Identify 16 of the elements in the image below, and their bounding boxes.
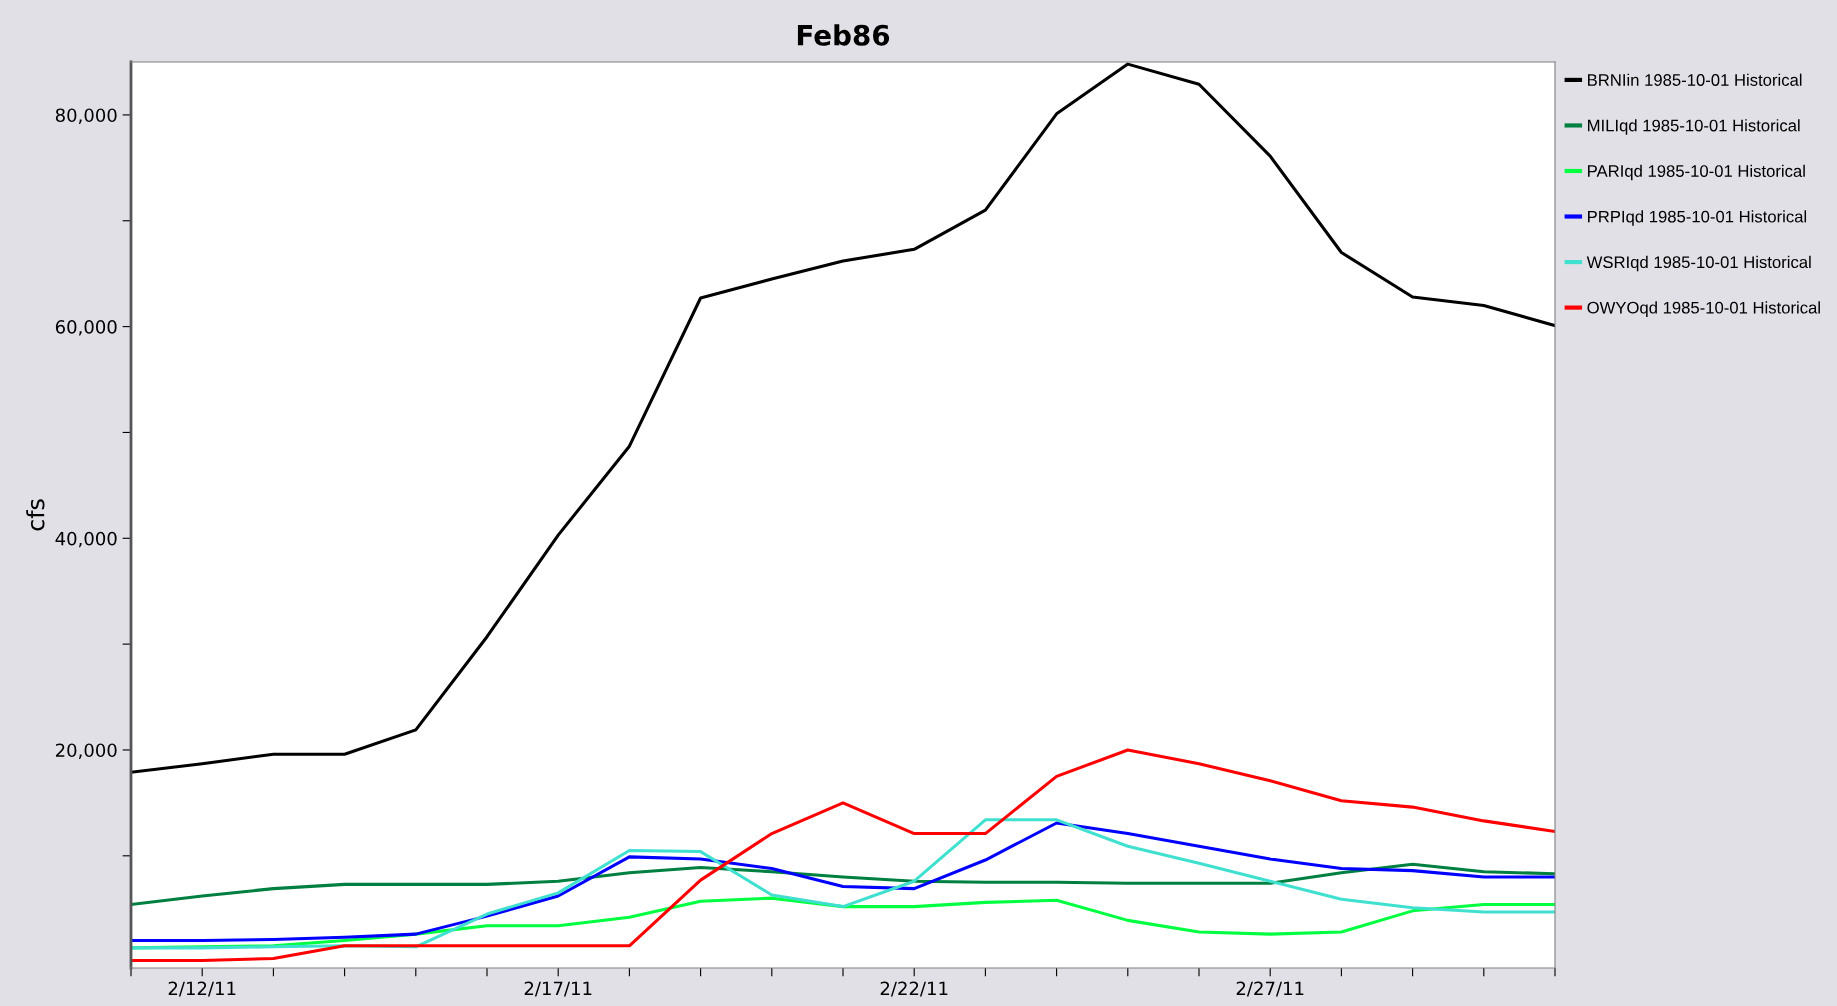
legend-label: MILIqd 1985-10-01 Historical bbox=[1588, 119, 1800, 135]
legend-label: OWYOqd 1985-10-01 Historical bbox=[1587, 301, 1820, 317]
y-tick-label: 60,000 bbox=[55, 320, 117, 336]
y-tick-label: 20,000 bbox=[55, 743, 117, 759]
legend-label: WSRIqd 1985-10-01 Historical bbox=[1586, 255, 1811, 272]
x-tick-label: 2/17/11 bbox=[524, 981, 592, 997]
y-axis-title: cfs bbox=[26, 499, 45, 531]
chart-title: Feb86 bbox=[797, 24, 890, 46]
legend-label: BRNIin 1985-10-01 Historical bbox=[1588, 73, 1802, 86]
x-tick-label: 2/12/11 bbox=[168, 981, 236, 997]
x-tick-label: 2/22/11 bbox=[880, 981, 948, 997]
x-tick-label: 2/27/11 bbox=[1236, 981, 1304, 997]
y-tick-label: 80,000 bbox=[55, 108, 117, 124]
legend-label: PARIqd 1985-10-01 Historical bbox=[1588, 164, 1805, 181]
legend-label: PRPIqd 1985-10-01 Historical bbox=[1588, 210, 1807, 226]
y-tick-label: 40,000 bbox=[55, 531, 117, 548]
